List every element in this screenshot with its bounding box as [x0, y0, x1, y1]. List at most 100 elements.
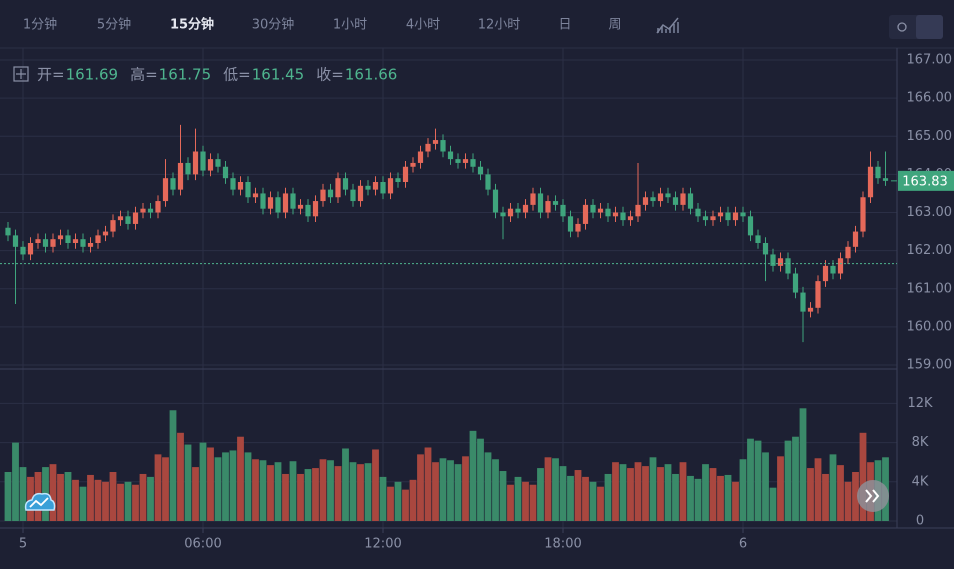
candles [0, 124, 897, 343]
candle-body [387, 178, 394, 194]
volume-bar [484, 452, 492, 521]
icon-bars [657, 22, 679, 33]
theme-toggle[interactable] [889, 15, 943, 39]
volume-bar [124, 481, 132, 521]
chart-type-icon[interactable] [656, 17, 679, 34]
candle-body [267, 197, 274, 209]
x-tick-label: 18:00 [544, 537, 581, 552]
volume-bar [649, 457, 657, 521]
candle-body [710, 216, 716, 221]
candle-body [372, 182, 379, 190]
info-value: 161.45 [252, 66, 305, 84]
candle-body [200, 151, 206, 171]
volume-bar [709, 468, 717, 521]
info-key: 低= [223, 66, 251, 84]
volume-bar [394, 481, 402, 521]
candle-body [582, 204, 589, 224]
candle-body [695, 208, 701, 217]
candle-body [20, 246, 26, 255]
volume-bar [319, 459, 327, 521]
candle-body [125, 216, 131, 224]
volume-bar [57, 473, 64, 521]
candle-body [552, 201, 559, 205]
candle-body [87, 243, 94, 247]
info-value: 161.69 [66, 66, 119, 84]
candle-body [440, 140, 446, 152]
timeframe-tab[interactable]: 日 [558, 18, 571, 33]
volume-bar [252, 459, 259, 521]
volume-bar [522, 481, 529, 521]
crosshair-icon[interactable] [13, 66, 29, 82]
candle-body [597, 208, 604, 213]
ohlc-info: 开= 161.69 高= 161.75 低= 161.45 收= 161.66 [37, 66, 397, 84]
volume-tick-label: 0 [916, 514, 924, 529]
candle-body [230, 178, 236, 190]
candle-body [410, 162, 416, 167]
volume-bar [559, 466, 567, 521]
timeframe-tab[interactable]: 1分钟 [23, 17, 57, 33]
timeframe-tab[interactable]: 周 [608, 18, 621, 33]
candle-body [477, 166, 484, 175]
timeframe-tab[interactable]: 4小时 [406, 18, 440, 33]
candle-body [665, 193, 671, 198]
volume-bar [12, 442, 19, 521]
button-arrows [865, 489, 880, 503]
candle-body [425, 143, 431, 152]
volume-bar [619, 464, 627, 521]
candle-body [455, 159, 461, 163]
candle-body [762, 243, 769, 255]
volume-bar [762, 452, 769, 521]
volume-bar [109, 472, 117, 521]
volume-bar [87, 474, 94, 521]
candle-body [110, 220, 116, 232]
y-tick-label: 165.00 [907, 129, 953, 144]
volume-bar [72, 479, 79, 521]
volume-bar [702, 464, 709, 521]
candle-body [560, 204, 566, 217]
volume-bar [94, 479, 102, 521]
candle-body [612, 212, 619, 217]
volume-bar [732, 481, 739, 521]
candle-body [162, 178, 169, 202]
candle-body [155, 201, 161, 213]
candle-body [357, 185, 364, 202]
volume-bar [477, 438, 484, 521]
candle-body [365, 185, 371, 190]
button-circle [857, 480, 889, 512]
volume-bar [327, 460, 334, 521]
volume-bar [612, 462, 619, 521]
candle-body [680, 193, 686, 205]
timeframe-tab[interactable]: 30分钟 [252, 17, 295, 33]
volume-bar [627, 468, 634, 521]
volume-bar [102, 481, 109, 521]
candle-body [42, 239, 49, 247]
volume-bar [349, 462, 357, 521]
timeframe-tab[interactable]: 1小时 [333, 18, 367, 33]
volume-bar [177, 432, 184, 521]
volume-bar [192, 467, 199, 521]
volume-bar [844, 481, 852, 521]
icon-plus [16, 69, 26, 79]
timeframe-tab[interactable]: 15分钟 [170, 17, 214, 33]
candle-body [755, 235, 761, 243]
candle-body [485, 174, 491, 190]
volume-bar [364, 463, 372, 521]
last-price-label: 163.83 [902, 174, 948, 189]
timeframe-tab[interactable]: 5分钟 [97, 17, 131, 33]
candle-body [470, 159, 476, 167]
volume-bar [244, 452, 252, 521]
timeframe-tab[interactable]: 12小时 [478, 18, 521, 33]
volume-bar [4, 472, 12, 521]
candle-body [725, 212, 731, 221]
candle-body [672, 197, 679, 205]
candle-body [650, 197, 656, 202]
candle-body [815, 281, 821, 308]
volume-bar [799, 408, 807, 521]
volume-bar [657, 467, 664, 521]
volume-bar [589, 481, 597, 521]
volume-bar [199, 442, 207, 521]
candle-body [65, 235, 71, 243]
volume-bar [64, 472, 72, 521]
info-key: 开= [37, 66, 65, 84]
scroll-latest-button[interactable] [857, 480, 889, 512]
